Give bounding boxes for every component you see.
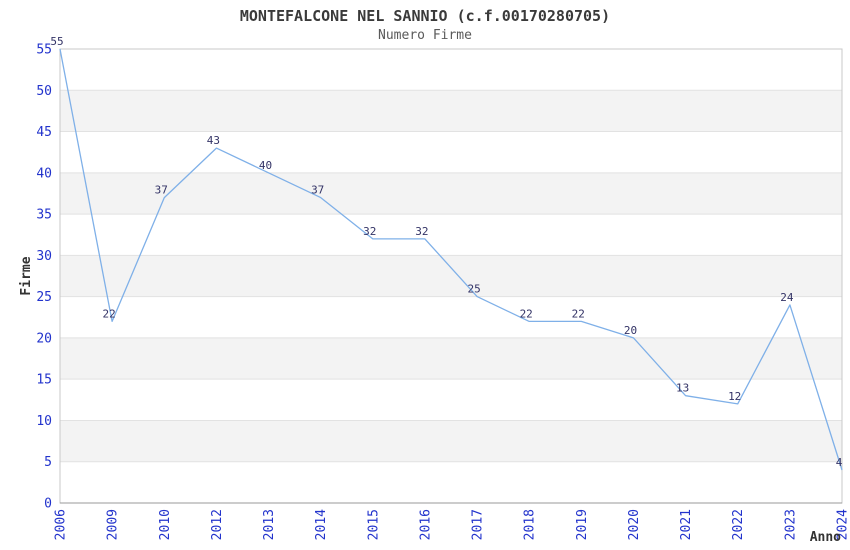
y-tick-label: 25 <box>36 290 52 305</box>
x-tick-label: 2012 <box>210 509 225 540</box>
data-label: 4 <box>836 456 843 469</box>
grid-band <box>60 172 842 215</box>
data-label: 22 <box>572 307 585 320</box>
y-axis-ticks: 0 5 10 15 20 25 30 35 40 45 50 55 <box>36 43 52 512</box>
y-tick-label: 40 <box>36 166 52 181</box>
y-tick-label: 45 <box>36 125 52 140</box>
y-tick-label: 55 <box>36 43 52 58</box>
data-label: 12 <box>728 390 741 403</box>
y-tick-label: 20 <box>36 331 52 346</box>
x-tick-label: 2019 <box>575 509 590 540</box>
x-tick-label: 2013 <box>262 509 277 540</box>
x-tick-label: 2016 <box>418 509 433 540</box>
y-tick-label: 10 <box>36 414 52 429</box>
x-tick-label: 2015 <box>366 509 381 540</box>
data-label: 40 <box>259 159 272 172</box>
x-tick-label: 2014 <box>314 509 329 540</box>
data-label: 55 <box>50 35 63 48</box>
data-label: 32 <box>363 225 376 238</box>
chart-subtitle: Numero Firme <box>378 28 472 43</box>
y-tick-label: 35 <box>36 208 52 223</box>
data-label: 25 <box>467 283 480 296</box>
grid-band <box>60 255 842 297</box>
data-line <box>59 48 843 471</box>
x-axis-title: Anno <box>810 530 841 545</box>
y-tick-label: 30 <box>36 249 52 264</box>
x-axis-ticks: 2006 2009 2010 2012 2013 2014 2015 2016 2017 2018… <box>54 509 850 540</box>
data-label: 24 <box>780 291 794 304</box>
y-tick-label: 50 <box>36 84 52 99</box>
y-tick-label: 15 <box>36 373 52 388</box>
x-tick-label: 2017 <box>471 509 486 540</box>
data-label: 20 <box>624 324 637 337</box>
x-tick-label: 2023 <box>783 509 798 540</box>
grid-band <box>60 90 842 132</box>
plot-bands <box>60 90 842 462</box>
data-labels: 55 22 37 43 40 37 32 32 25 22 22 20 13 12 24 4 <box>50 35 842 469</box>
plot-gridlines <box>60 89 842 463</box>
data-label: 22 <box>102 307 115 320</box>
x-tick-label: 2010 <box>158 509 173 540</box>
y-axis-title: Firme <box>19 256 34 295</box>
y-tick-label: 0 <box>44 497 52 512</box>
grid-band <box>60 420 842 462</box>
chart-title: MONTEFALCONE NEL SANNIO (c.f.00170280705… <box>239 7 611 25</box>
x-tick-label: 2024 <box>836 509 850 540</box>
data-label: 32 <box>415 225 428 238</box>
x-tick-label: 2022 <box>731 509 746 540</box>
x-tick-label: 2020 <box>627 509 642 540</box>
x-tick-label: 2018 <box>523 509 538 540</box>
data-label: 13 <box>676 382 689 395</box>
x-tick-label: 2009 <box>106 509 121 540</box>
data-label: 37 <box>155 184 168 197</box>
y-tick-label: 5 <box>44 455 52 470</box>
data-label: 43 <box>207 134 220 147</box>
grid-band <box>60 337 842 380</box>
x-tick-label: 2021 <box>679 509 694 540</box>
x-tick-label: 2006 <box>54 509 69 540</box>
data-label: 37 <box>311 184 324 197</box>
data-label: 22 <box>520 307 533 320</box>
